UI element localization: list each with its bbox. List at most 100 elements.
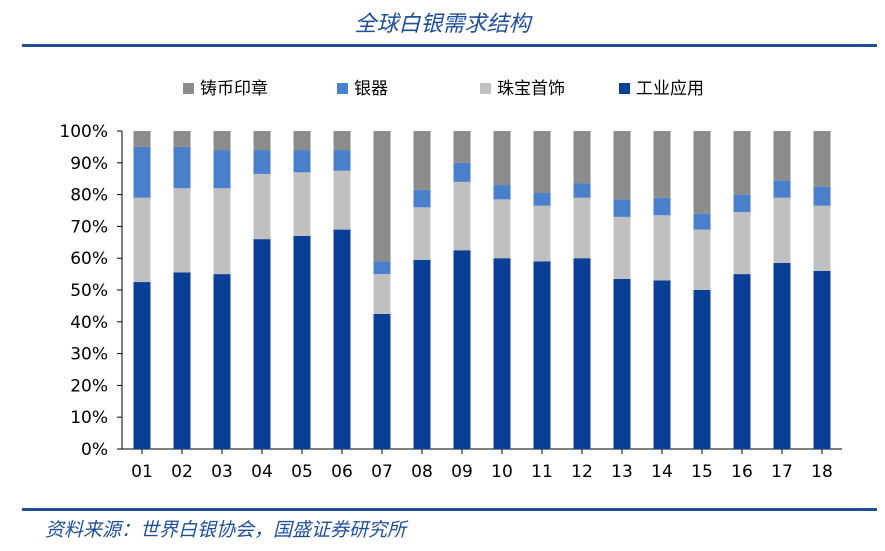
bar-segment-18-3	[813, 131, 831, 187]
top-divider	[22, 44, 877, 47]
bar-segment-05-2	[293, 150, 311, 173]
bar-segment-01-0	[133, 282, 151, 449]
legend-label: 铸币印章	[200, 79, 268, 99]
bar-segment-17-1	[773, 197, 791, 263]
bar-segment-16-3	[733, 131, 751, 195]
bar-segment-08-0	[413, 259, 431, 449]
bar-segment-08-3	[413, 131, 431, 190]
bar-segment-16-1	[733, 212, 751, 275]
y-tick-label: 0%	[81, 440, 108, 460]
bar-segment-03-3	[213, 131, 231, 151]
bar-segment-05-3	[293, 131, 311, 151]
x-tick-label: 09	[451, 462, 473, 482]
bar-segment-11-0	[533, 261, 551, 449]
legend-label: 珠宝首饰	[497, 79, 565, 99]
bar-segment-17-0	[773, 262, 791, 449]
bar-segment-09-0	[453, 250, 471, 449]
bar-segment-14-1	[653, 215, 671, 281]
x-tick-label: 06	[331, 462, 353, 482]
bar-segment-05-1	[293, 172, 311, 236]
bar-segment-09-3	[453, 131, 471, 163]
y-tick-label: 70%	[70, 217, 108, 237]
bar-segment-17-2	[773, 180, 791, 198]
bar-segment-02-0	[173, 272, 191, 449]
y-tick-label: 50%	[70, 281, 108, 301]
x-tick-label: 05	[291, 462, 313, 482]
bar-segment-06-3	[333, 131, 351, 151]
x-tick-label: 16	[731, 462, 753, 482]
bar-segment-09-1	[453, 181, 471, 251]
legend-swatch	[337, 83, 348, 94]
bar-segment-10-1	[493, 199, 511, 259]
bar-segment-13-1	[613, 216, 631, 279]
bar-segment-06-2	[333, 150, 351, 171]
bar-segment-16-0	[733, 274, 751, 449]
y-tick-label: 20%	[70, 376, 108, 396]
bar-segment-11-2	[533, 193, 551, 206]
bar-segment-06-1	[333, 170, 351, 230]
bar-segment-18-1	[813, 205, 831, 271]
y-tick-label: 60%	[70, 249, 108, 269]
bar-segment-09-2	[453, 162, 471, 182]
x-tick-label: 10	[491, 462, 513, 482]
bar-segment-12-2	[573, 183, 591, 198]
x-tick-label: 18	[811, 462, 833, 482]
bar-segment-01-1	[133, 197, 151, 283]
bar-segment-07-3	[373, 131, 391, 262]
x-tick-label: 17	[771, 462, 793, 482]
bar-segment-03-1	[213, 188, 231, 275]
source-note: 资料来源：世界白银协会，国盛证券研究所	[45, 519, 407, 541]
y-tick-label: 80%	[70, 186, 108, 206]
bar-segment-13-2	[613, 199, 631, 217]
y-tick-label: 90%	[70, 154, 108, 174]
bar-segment-14-0	[653, 280, 671, 449]
bar-segment-01-2	[133, 146, 151, 198]
x-tick-label: 07	[371, 462, 393, 482]
bar-segment-08-2	[413, 189, 431, 208]
bar-segment-02-2	[173, 146, 191, 189]
x-tick-label: 15	[691, 462, 713, 482]
bar-segment-15-3	[693, 131, 711, 214]
chart-title: 全球白银需求结构	[354, 12, 531, 37]
legend-swatch	[619, 83, 630, 94]
bar-segment-12-0	[573, 258, 591, 449]
bar-segment-16-2	[733, 194, 751, 213]
bar-segment-04-3	[253, 131, 271, 151]
bar-segment-17-3	[773, 131, 791, 181]
bar-segment-10-2	[493, 185, 511, 200]
bar-segment-15-2	[693, 213, 711, 230]
legend-swatch	[183, 83, 194, 94]
bar-segment-10-0	[493, 258, 511, 449]
bar-segment-13-0	[613, 278, 631, 449]
bar-segment-15-1	[693, 229, 711, 290]
x-tick-label: 14	[651, 462, 673, 482]
bar-segment-14-2	[653, 197, 671, 216]
bar-segment-04-0	[253, 239, 271, 449]
x-tick-label: 03	[211, 462, 233, 482]
bar-segment-07-1	[373, 274, 391, 314]
bar-segment-04-1	[253, 173, 271, 240]
legend-swatch	[480, 83, 491, 94]
y-tick-label: 100%	[59, 122, 108, 142]
bar-segment-05-0	[293, 235, 311, 449]
bar-segment-15-0	[693, 290, 711, 449]
bar-segment-11-3	[533, 131, 551, 194]
bar-segment-07-2	[373, 261, 391, 275]
bar-segment-10-3	[493, 131, 511, 186]
bar-segment-01-3	[133, 131, 151, 147]
legend-label: 工业应用	[636, 79, 704, 99]
x-tick-label: 12	[571, 462, 593, 482]
x-tick-label: 01	[131, 462, 153, 482]
bar-segment-02-1	[173, 188, 191, 273]
bar-segment-12-3	[573, 131, 591, 184]
x-tick-label: 02	[171, 462, 193, 482]
bar-segment-12-1	[573, 197, 591, 259]
x-tick-label: 13	[611, 462, 633, 482]
bar-segment-11-1	[533, 205, 551, 262]
y-tick-label: 30%	[70, 345, 108, 365]
x-tick-label: 04	[251, 462, 273, 482]
y-tick-label: 40%	[70, 313, 108, 333]
bar-segment-07-0	[373, 313, 391, 449]
bar-segment-02-3	[173, 131, 191, 147]
